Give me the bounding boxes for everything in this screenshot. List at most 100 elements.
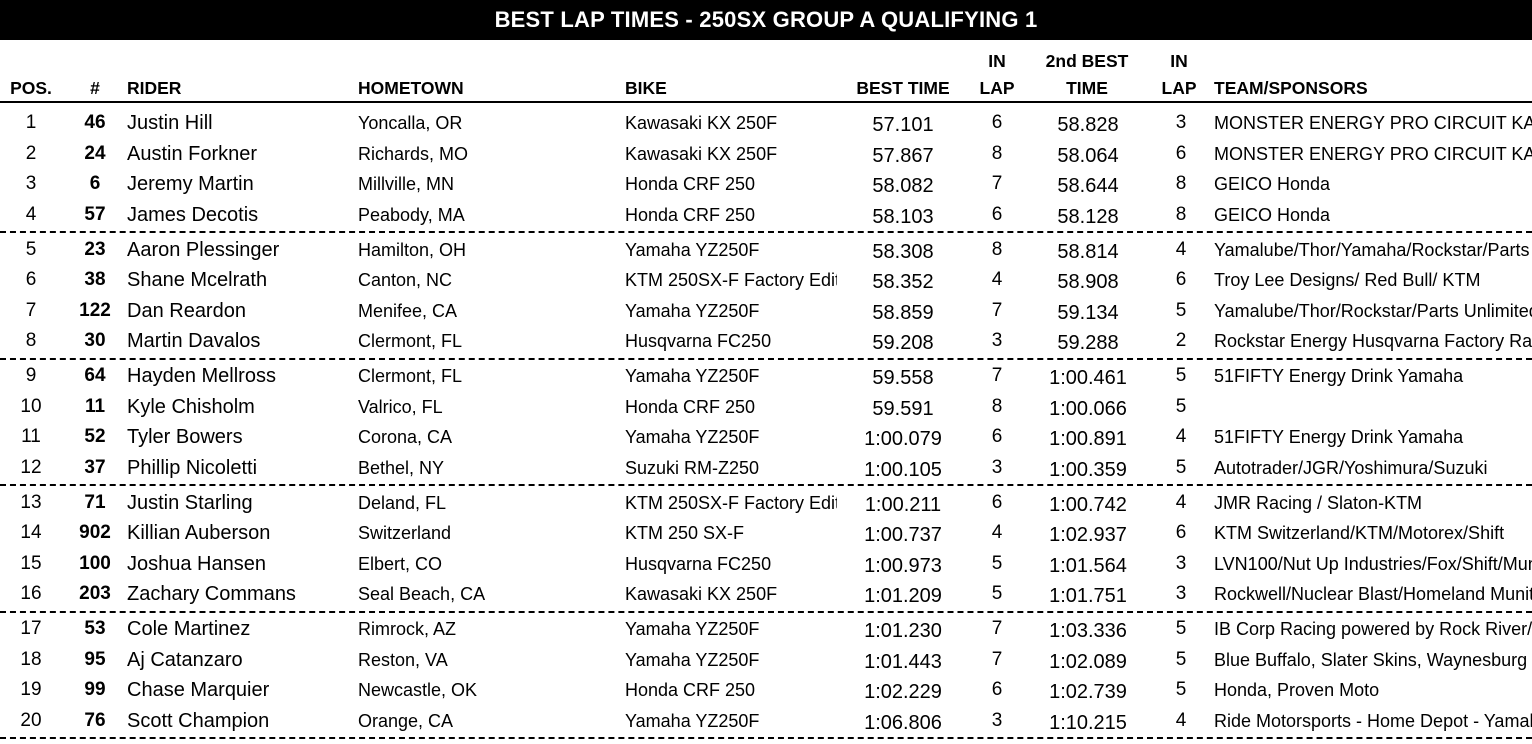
hometown-cell: Valrico, FL	[358, 396, 443, 417]
table-header: POS. # RIDER HOMETOWN BIKE BEST TIME IN …	[0, 40, 1532, 102]
best-time-cell: 58.082	[872, 175, 934, 197]
second-best-lap-number-cell: 5	[1175, 618, 1187, 639]
best-time-cell: 58.859	[872, 301, 934, 324]
second-best-time-cell: 1:02.937	[1049, 524, 1127, 546]
rider-number-cell: 64	[84, 365, 106, 386]
position-cell: 18	[20, 648, 42, 670]
position-cell: 2	[25, 142, 37, 164]
position-cell: 4	[25, 203, 37, 225]
team-sponsors-cell: IB Corp Racing powered by Rock River/Fly	[1214, 619, 1532, 639]
best-lap-number-cell: 8	[991, 142, 1003, 164]
rider-number-cell: 52	[84, 426, 106, 447]
best-time-cell: 1:06.806	[864, 711, 942, 734]
best-time-cell: 1:01.230	[864, 620, 942, 642]
best-lap-number-cell: 3	[991, 456, 1003, 478]
second-best-time-cell: 1:00.066	[1049, 397, 1127, 420]
header-rider: RIDER	[127, 78, 182, 98]
second-best-time-cell: 1:00.742	[1049, 493, 1127, 516]
rider-name-cell: Kyle Chisholm	[127, 395, 255, 418]
bike-cell: Honda CRF 250	[625, 396, 756, 417]
second-best-lap-number-cell: 5	[1175, 365, 1187, 386]
rider-name-cell: Killian Auberson	[127, 522, 271, 544]
best-time-cell: 58.308	[872, 240, 934, 263]
second-best-lap-number-cell: 3	[1175, 583, 1187, 604]
second-best-lap-number-cell: 8	[1175, 203, 1187, 225]
rider-number-cell: 37	[84, 456, 106, 478]
team-sponsors-cell: Blue Buffalo, Slater Skins, Waynesburg Y…	[1214, 649, 1532, 670]
second-best-time-cell: 1:02.739	[1049, 681, 1127, 703]
title-bar: BEST LAP TIMES - 250SX GROUP A QUALIFYIN…	[0, 0, 1532, 40]
bike-cell: KTM 250SX-F Factory Edition	[625, 492, 837, 513]
best-lap-number-cell: 6	[991, 491, 1003, 513]
second-best-time-cell: 59.288	[1057, 332, 1119, 354]
best-lap-number-cell: 7	[991, 299, 1003, 321]
hometown-cell: Seal Beach, CA	[358, 584, 486, 604]
rider-number-cell: 30	[84, 330, 106, 351]
rider-number-cell: 53	[84, 618, 106, 639]
team-sponsors-cell: Honda, Proven Moto	[1214, 680, 1380, 700]
second-best-time-cell: 1:00.359	[1049, 458, 1127, 481]
table-row: 13 71 Justin Starling Deland, FL KTM 250SX-F…	[0, 488, 1532, 519]
team-sponsors-cell: Autotrader/JGR/Yoshimura/Suzuki	[1214, 457, 1488, 478]
bike-cell: KTM 250 SX-F	[625, 523, 745, 543]
results-table-body: 1 46 Justin Hill Yoncalla, OR Kawasaki KX 25…	[0, 108, 1532, 736]
best-time-cell: 1:00.737	[864, 524, 942, 546]
best-time-cell: 1:00.079	[864, 428, 942, 450]
table-row: 18 95 Aj Catanzaro Reston, VA Yamaha YZ250F 1…	[0, 645, 1532, 676]
bike-cell: Yamaha YZ250F	[625, 710, 760, 731]
hometown-cell: Newcastle, OK	[358, 680, 478, 700]
best-time-cell: 1:01.209	[864, 585, 942, 607]
rider-name-cell: Jeremy Martin	[127, 173, 254, 195]
rider-name-cell: Dan Reardon	[127, 299, 246, 322]
best-time-cell: 1:00.973	[864, 554, 942, 577]
group-divider	[0, 484, 1532, 486]
best-time-cell: 1:00.105	[864, 458, 942, 481]
hometown-cell: Reston, VA	[358, 649, 448, 670]
hometown-cell: Corona, CA	[358, 427, 453, 447]
team-sponsors-cell: 51FIFTY Energy Drink Yamaha	[1214, 427, 1464, 447]
table-row: 12 37 Phillip Nicoletti Bethel, NY Suzuki RM…	[0, 453, 1532, 484]
best-lap-number-cell: 6	[991, 426, 1003, 447]
best-lap-number-cell: 6	[991, 112, 1003, 133]
second-best-lap-number-cell: 6	[1175, 142, 1187, 164]
second-best-time-cell: 58.644	[1057, 175, 1119, 197]
rider-name-cell: Scott Champion	[127, 709, 270, 732]
best-time-cell: 1:02.229	[864, 681, 942, 703]
second-best-time-cell: 1:02.089	[1049, 650, 1127, 673]
table-row: 7 122 Dan Reardon Menifee, CA Yamaha YZ250F 5…	[0, 296, 1532, 327]
second-best-lap-number-cell: 8	[1175, 173, 1187, 194]
position-cell: 10	[20, 395, 42, 417]
second-best-lap-number-cell: 5	[1175, 395, 1187, 417]
second-best-lap-number-cell: 5	[1175, 648, 1187, 670]
position-cell: 5	[25, 238, 37, 260]
best-lap-number-cell: 4	[991, 269, 1003, 290]
second-best-lap-number-cell: 6	[1175, 522, 1187, 543]
best-time-cell: 59.208	[872, 332, 934, 354]
team-sponsors-cell: Yamalube/Thor/Rockstar/Parts Unlimited	[1214, 300, 1532, 321]
team-sponsors-cell: JMR Racing / Slaton-KTM	[1214, 492, 1423, 513]
best-lap-number-cell: 5	[991, 552, 1003, 574]
rider-number-cell: 23	[84, 238, 106, 260]
rider-name-cell: Aaron Plessinger	[127, 238, 280, 261]
team-sponsors-cell: Ride Motorsports - Home Depot - Yamaha	[1214, 710, 1532, 731]
bike-cell: Yamaha YZ250F	[625, 619, 760, 639]
second-best-time-cell: 58.128	[1057, 205, 1119, 228]
bike-cell: Honda CRF 250	[625, 174, 756, 194]
bike-cell: Honda CRF 250	[625, 680, 756, 700]
table-row: 11 52 Tyler Bowers Corona, CA Yamaha YZ250F 1…	[0, 422, 1532, 453]
bike-cell: Husqvarna FC250	[625, 553, 772, 574]
bike-cell: KTM 250SX-F Factory Edition	[625, 270, 837, 290]
team-sponsors-cell: 51FIFTY Energy Drink Yamaha	[1214, 366, 1464, 386]
second-best-lap-number-cell: 2	[1175, 330, 1187, 351]
second-best-time-cell: 1:00.461	[1049, 367, 1127, 389]
best-time-cell: 59.591	[872, 397, 934, 420]
position-cell: 6	[25, 269, 37, 290]
table-row: 2 24 Austin Forkner Richards, MO Kawasaki KX…	[0, 139, 1532, 170]
best-time-cell: 1:00.211	[864, 493, 942, 516]
best-lap-number-cell: 8	[991, 238, 1003, 260]
rider-name-cell: Hayden Mellross	[127, 365, 276, 387]
rider-number-cell: 203	[79, 583, 111, 604]
second-best-time-cell: 1:01.751	[1049, 585, 1127, 607]
team-sponsors-cell: MONSTER ENERGY PRO CIRCUIT KAWASAKI	[1214, 143, 1532, 164]
second-best-lap-number-cell: 6	[1175, 269, 1187, 290]
